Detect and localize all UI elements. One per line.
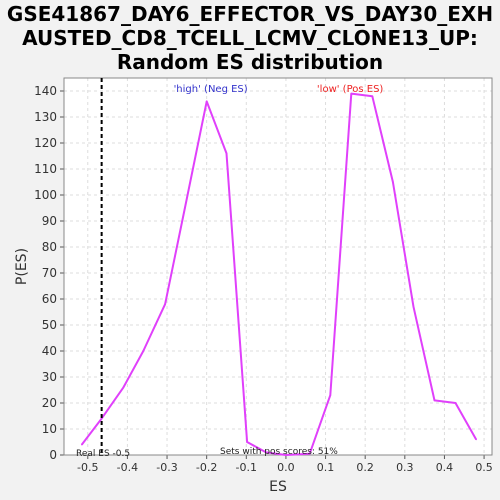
- x-tick-label: 0.4: [436, 461, 454, 474]
- y-tick-label: 90: [42, 214, 57, 228]
- data-point: [412, 306, 415, 308]
- data-point: [371, 95, 374, 97]
- data-point: [225, 152, 228, 155]
- plot-border: [63, 77, 493, 456]
- data-point: [100, 417, 103, 420]
- data-point: [265, 451, 267, 454]
- data-point: [122, 386, 125, 389]
- y-tick-label: 140: [34, 84, 57, 98]
- x-tick-label: 0.1: [317, 461, 335, 474]
- chart-title-line-2: AUSTED_CD8_TCELL_LCMV_CLONE13_UP:: [22, 26, 478, 50]
- series-layer: [81, 92, 477, 456]
- pos-scores-label: Sets with pos scores: 51%: [220, 447, 338, 457]
- y-tick-label: 80: [42, 240, 57, 254]
- data-point: [81, 443, 83, 446]
- y-tick-label: 40: [42, 344, 57, 358]
- x-tick-label: -0.5: [77, 461, 98, 474]
- data-point: [142, 350, 145, 352]
- data-point: [454, 402, 457, 404]
- y-tick-label: 50: [42, 318, 57, 332]
- annotation-layer: 'high' (Neg ES) 'low' (Pos ES) Real ES -0.…: [76, 78, 383, 459]
- x-axis-label: ES: [269, 479, 287, 495]
- data-point: [164, 303, 166, 306]
- chart-title-line-3: Random ES distribution: [116, 50, 384, 74]
- x-tick-label: 0.3: [396, 461, 414, 474]
- data-point: [392, 181, 394, 183]
- y-tick-label: 110: [34, 162, 57, 176]
- x-tick-label: -0.2: [196, 461, 217, 474]
- y-tick-label: 30: [42, 370, 57, 384]
- y-tick-label: 70: [42, 266, 57, 280]
- x-tick-label: 0.0: [277, 461, 295, 474]
- x-tick-label: -0.3: [156, 461, 177, 474]
- data-point: [433, 399, 436, 402]
- y-tick-label: 130: [34, 110, 57, 124]
- x-tick-label: 0.2: [356, 461, 374, 474]
- data-point: [308, 452, 311, 455]
- y-axis-label: P(ES): [14, 248, 30, 285]
- data-point: [184, 207, 186, 209]
- data-point: [475, 438, 477, 441]
- chart-title-line-1: GSE41867_DAY6_EFFECTOR_VS_DAY30_EXH: [6, 2, 494, 26]
- data-point: [285, 454, 287, 456]
- y-tick-label: 20: [42, 396, 57, 410]
- x-tick-label: -0.1: [236, 461, 257, 474]
- high-neg-es-label: 'high' (Neg ES): [174, 84, 248, 95]
- y-tick-label: 60: [42, 292, 57, 306]
- data-point: [246, 441, 248, 443]
- y-tick-label: 10: [42, 422, 57, 436]
- y-tick-label: 120: [34, 136, 57, 150]
- y-tick-label: 0: [49, 448, 57, 462]
- data-point: [205, 100, 208, 103]
- x-tick-label: 0.5: [475, 461, 493, 474]
- x-tick-label: -0.4: [117, 461, 138, 474]
- real-es-label: Real ES -0.5: [76, 449, 130, 459]
- y-tick-label: 100: [34, 188, 57, 202]
- low-pos-es-label: 'low' (Pos ES): [317, 84, 384, 95]
- series-line: [81, 92, 477, 456]
- data-point: [329, 394, 332, 397]
- data-point: [350, 92, 353, 95]
- plot-background: [64, 78, 492, 455]
- axis-layer: -0.5 -0.4 -0.3 -0.2 -0.1 0.0 0.1 0.2 0.3 0.4 0.5 0 1…: [14, 77, 493, 495]
